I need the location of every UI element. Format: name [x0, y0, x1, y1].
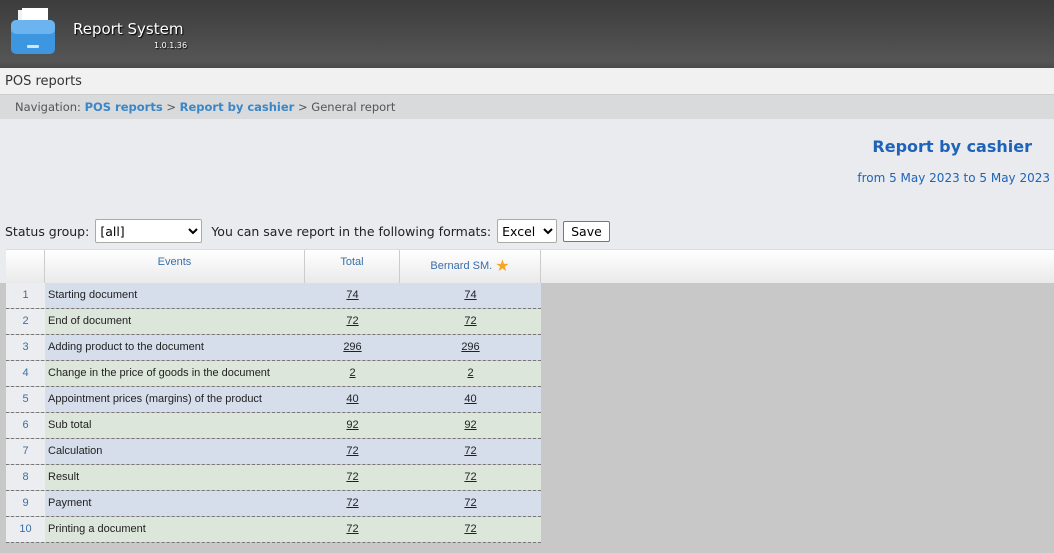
section-title: POS reports	[0, 68, 1054, 95]
total-cell: 40	[305, 387, 400, 412]
row-number: 5	[6, 387, 45, 412]
breadcrumb-separator: >	[166, 100, 176, 114]
breadcrumb-report-by-cashier[interactable]: Report by cashier	[179, 100, 295, 114]
app-header: Report System 1.0.1.36	[0, 0, 1054, 68]
row-number: 3	[6, 335, 45, 360]
total-link[interactable]: 296	[343, 341, 362, 353]
cashier-count-link[interactable]: 74	[464, 289, 477, 301]
cashier-count-link[interactable]: 72	[464, 523, 477, 535]
table-row: 8 Result 72 72	[6, 465, 541, 491]
row-number: 7	[6, 439, 45, 464]
total-link[interactable]: 72	[346, 523, 359, 535]
cashier-cell: 72	[400, 309, 541, 334]
table-row: 1 Starting document 74 74	[6, 283, 541, 309]
row-number: 9	[6, 491, 45, 516]
header-events[interactable]: Events	[45, 250, 305, 284]
breadcrumb-label: Navigation:	[15, 100, 81, 114]
total-cell: 2	[305, 361, 400, 386]
row-number: 8	[6, 465, 45, 490]
total-cell: 72	[305, 465, 400, 490]
breadcrumb-pos-reports[interactable]: POS reports	[84, 100, 163, 114]
table-row: 5 Appointment prices (margins) of the pr…	[6, 387, 541, 413]
event-name: Payment	[45, 491, 305, 516]
event-name: Change in the price of goods in the docu…	[45, 361, 305, 386]
total-cell: 72	[305, 439, 400, 464]
cashier-count-link[interactable]: 72	[464, 497, 477, 509]
event-name: Starting document	[45, 283, 305, 308]
format-label: You can save report in the following for…	[211, 223, 492, 239]
total-cell: 74	[305, 283, 400, 308]
event-name: Sub total	[45, 413, 305, 438]
table-row: 4 Change in the price of goods in the do…	[6, 361, 541, 387]
total-link[interactable]: 72	[346, 471, 359, 483]
report-date-range: from 5 May 2023 to 5 May 2023	[857, 171, 1050, 185]
status-group-select[interactable]: [all]	[95, 219, 203, 243]
status-group-label: Status group:	[5, 223, 90, 239]
table-header: Events Total Bernard SM. ★	[6, 249, 1054, 284]
format-select[interactable]: Excel	[497, 219, 558, 243]
event-name: End of document	[45, 309, 305, 334]
cashier-cell: 296	[400, 335, 541, 360]
cashier-cell: 72	[400, 517, 541, 542]
report-controls: Status group: [all] You can save report …	[5, 219, 610, 243]
table-row: 3 Adding product to the document 296 296	[6, 335, 541, 361]
folder-logo-icon	[11, 8, 55, 54]
cashier-cell: 72	[400, 491, 541, 516]
cashier-cell: 2	[400, 361, 541, 386]
total-link[interactable]: 92	[346, 419, 359, 431]
table-row: 2 End of document 72 72	[6, 309, 541, 335]
cashier-cell: 74	[400, 283, 541, 308]
event-name: Appointment prices (margins) of the prod…	[45, 387, 305, 412]
cashier-count-link[interactable]: 2	[467, 367, 474, 379]
total-link[interactable]: 72	[346, 315, 359, 327]
event-name: Calculation	[45, 439, 305, 464]
save-button[interactable]: Save	[563, 220, 610, 242]
breadcrumb: Navigation: POS reports > Report by cash…	[0, 95, 1054, 119]
total-cell: 72	[305, 309, 400, 334]
header-cashier[interactable]: Bernard SM. ★	[400, 250, 541, 284]
cashier-cell: 92	[400, 413, 541, 438]
total-link[interactable]: 40	[346, 393, 359, 405]
table-body: 1 Starting document 74 74 2 End of docume…	[6, 283, 541, 543]
app-title: Report System	[73, 20, 184, 38]
header-filler	[541, 250, 1054, 283]
table-row: 9 Payment 72 72	[6, 491, 541, 517]
total-cell: 92	[305, 413, 400, 438]
row-number: 6	[6, 413, 45, 438]
breadcrumb-separator: >	[298, 100, 308, 114]
total-link[interactable]: 72	[346, 445, 359, 457]
cashier-count-link[interactable]: 40	[464, 393, 477, 405]
cashier-count-link[interactable]: 72	[464, 445, 477, 457]
cashier-cell: 72	[400, 465, 541, 490]
table-row: 7 Calculation 72 72	[6, 439, 541, 465]
event-name: Adding product to the document	[45, 335, 305, 360]
total-link[interactable]: 72	[346, 497, 359, 509]
star-icon: ★	[495, 258, 510, 275]
event-name: Printing a document	[45, 517, 305, 542]
row-number: 1	[6, 283, 45, 308]
row-number: 10	[6, 517, 45, 542]
cashier-count-link[interactable]: 72	[464, 471, 477, 483]
total-cell: 72	[305, 491, 400, 516]
report-title: Report by cashier	[872, 137, 1032, 156]
row-number: 4	[6, 361, 45, 386]
cashier-cell: 40	[400, 387, 541, 412]
total-cell: 72	[305, 517, 400, 542]
cashier-cell: 72	[400, 439, 541, 464]
app-version: 1.0.1.36	[154, 41, 188, 50]
table-row: 6 Sub total 92 92	[6, 413, 541, 439]
cashier-count-link[interactable]: 72	[464, 315, 477, 327]
total-cell: 296	[305, 335, 400, 360]
total-link[interactable]: 2	[349, 367, 356, 379]
total-link[interactable]: 74	[346, 289, 359, 301]
cashier-name: Bernard SM.	[430, 260, 493, 272]
header-total[interactable]: Total	[305, 250, 400, 284]
cashier-count-link[interactable]: 296	[461, 341, 480, 353]
header-number	[6, 250, 45, 284]
row-number: 2	[6, 309, 45, 334]
cashier-count-link[interactable]: 92	[464, 419, 477, 431]
event-name: Result	[45, 465, 305, 490]
breadcrumb-current: General report	[311, 100, 396, 114]
table-row: 10 Printing a document 72 72	[6, 517, 541, 543]
